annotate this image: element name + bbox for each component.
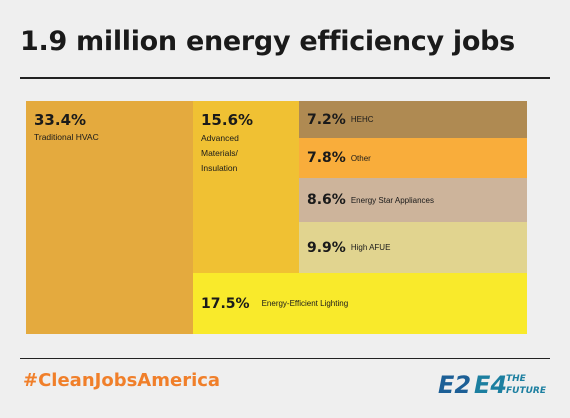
tile-value: 9.9% [307,239,346,256]
tile-label: High AFUE [350,243,391,252]
tile-label-line: Materials/ [201,148,238,158]
e2-logo: E2 [438,371,471,399]
tile-value: 8.6% [307,192,346,208]
tile-value: 7.2% [307,111,346,128]
tile-value: 33.4% [34,111,87,129]
footer-divider [20,358,550,359]
tile-label: Energy-Efficient Lighting [261,299,349,308]
tile-advanced-materials: 15.6% Advanced Materials/ Insulation [193,101,299,273]
treemap: 33.4% Traditional HVAC 15.6% Advanced Ma… [26,101,527,334]
tile-label-line: Advanced [201,133,239,143]
title-divider [20,77,550,79]
tile-label: Other [350,153,371,163]
tile-label: Traditional HVAC [34,132,99,142]
e4-logo: E4 [474,371,507,399]
e4-logo-text: FUTURE [506,386,546,396]
chart-title: 1.9 million energy efficiency jobs [20,26,515,57]
tile-high-afue: 9.9% High AFUE [299,222,527,273]
e4-logo-text: THE [506,374,527,384]
tile-label-line: Insulation [201,163,238,173]
tile-label: HEHC [350,115,374,124]
tile-label: Energy Star Appliances [350,195,434,205]
hashtag-link[interactable]: #CleanJobsAmerica [23,370,221,391]
tile-energy-efficient-lighting: 17.5% Energy-Efficient Lighting [193,273,527,334]
tile-value: 17.5% [201,295,250,312]
tile-hehc: 7.2% HEHC [299,101,527,138]
partner-logos: E2 E4 THE FUTURE [438,371,546,399]
tile-energy-star-appliances: 8.6% Energy Star Appliances [299,178,527,222]
tile-value: 7.8% [307,150,346,166]
tile-traditional-hvac: 33.4% Traditional HVAC [26,101,193,334]
tile-other: 7.8% Other [299,138,527,178]
tile-value: 15.6% [201,111,254,129]
